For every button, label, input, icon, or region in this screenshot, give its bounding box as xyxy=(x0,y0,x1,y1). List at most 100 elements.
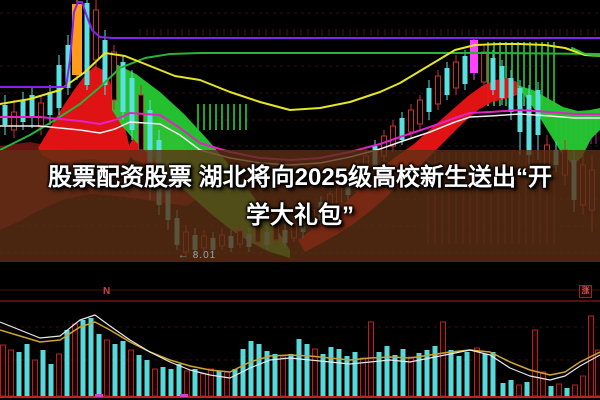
volume-bar xyxy=(16,352,22,396)
volume-bar xyxy=(580,375,586,397)
candle xyxy=(417,99,423,125)
volume-bar xyxy=(120,341,126,396)
volume-bar xyxy=(264,351,270,396)
candle xyxy=(29,95,35,118)
volume-bar xyxy=(572,384,578,397)
ma-line-vol-white xyxy=(0,314,600,381)
volume-bar xyxy=(548,386,554,396)
volume-bar xyxy=(288,354,294,396)
volume-bar xyxy=(24,344,30,396)
volume-bar xyxy=(516,384,522,397)
headline-overlay: 股票配资股票 湖北将向2025级高校新生送出“开 学大礼包” xyxy=(0,159,600,235)
headline-shade-band xyxy=(0,150,600,262)
candle xyxy=(20,100,26,122)
volume-bar xyxy=(474,347,480,397)
candle xyxy=(470,40,478,73)
volume-bar xyxy=(64,330,70,396)
ma-line-purple xyxy=(0,1,600,88)
volume-bar xyxy=(440,321,446,397)
candle xyxy=(38,102,44,128)
volume-bar xyxy=(8,349,14,397)
volume-bar xyxy=(416,353,422,396)
baseline-tick xyxy=(95,394,103,397)
volume-bar xyxy=(456,356,462,396)
volume-bar xyxy=(200,373,206,397)
candle xyxy=(399,118,405,140)
volume-bar xyxy=(368,321,374,397)
volume-bar xyxy=(328,347,334,396)
candle xyxy=(84,3,90,85)
volume-bar xyxy=(192,369,198,396)
candle xyxy=(72,4,82,75)
volume-bar xyxy=(312,348,318,397)
candle xyxy=(120,62,126,112)
volume-bar xyxy=(320,354,326,396)
volume-bar xyxy=(500,383,506,396)
volume-bar xyxy=(88,318,94,396)
volume-bar xyxy=(152,368,158,397)
volume-bar xyxy=(0,344,6,397)
volume-bar xyxy=(352,352,358,396)
candle xyxy=(490,58,496,90)
ma-line-yellow-tail-green xyxy=(571,47,600,57)
volume-bar xyxy=(508,380,514,396)
volume-bar xyxy=(48,364,54,396)
candle xyxy=(453,61,459,89)
candle xyxy=(499,66,505,98)
volume-bar xyxy=(376,352,382,396)
volume-bar xyxy=(32,359,38,397)
volume-bar xyxy=(96,334,102,396)
volume-bar xyxy=(490,352,496,396)
volume-bar xyxy=(136,355,142,396)
volume-bar xyxy=(384,346,390,396)
volume-bar xyxy=(336,349,342,396)
volume-bar xyxy=(524,382,530,396)
candle xyxy=(435,75,441,105)
price-low-label: ← 8.01 xyxy=(178,250,217,261)
candle xyxy=(535,90,541,135)
volume-bar xyxy=(408,356,414,397)
candle xyxy=(2,105,8,125)
volume-bar xyxy=(482,354,488,396)
volume-bar xyxy=(208,368,214,397)
candle xyxy=(11,111,17,131)
volume-bar xyxy=(344,356,350,396)
headline-line2: 学大礼包” xyxy=(246,202,354,229)
volume-bar xyxy=(240,349,246,396)
volume-bar xyxy=(80,320,86,396)
news-marker-seal[interactable]: N xyxy=(103,286,111,297)
candle xyxy=(47,92,53,115)
volume-bar xyxy=(280,356,286,397)
volume-bar xyxy=(248,341,254,396)
volume-bar xyxy=(232,369,238,396)
volume-bar xyxy=(144,360,150,396)
ribbon-red-left xyxy=(38,66,131,166)
volume-bar xyxy=(40,350,46,396)
volume-bar xyxy=(296,339,302,396)
volume-bar xyxy=(256,344,262,396)
volume-bar xyxy=(104,339,110,397)
volume-bar xyxy=(216,371,222,396)
candle xyxy=(426,88,432,112)
volume-bar xyxy=(176,364,182,396)
volume-bar xyxy=(56,353,62,397)
ma-line-vol-yellow xyxy=(0,321,600,376)
volume-bar xyxy=(532,329,538,397)
baseline-tick xyxy=(180,394,188,397)
candle xyxy=(526,95,532,155)
volume-pane[interactable] xyxy=(0,268,600,400)
candle xyxy=(462,56,468,84)
candle xyxy=(444,68,450,95)
volume-bar xyxy=(448,350,454,396)
candle xyxy=(102,40,108,85)
volume-bar xyxy=(272,354,278,396)
ma-line-green xyxy=(0,52,600,151)
volume-bar xyxy=(400,349,406,396)
volume-bar xyxy=(392,355,398,396)
volume-bar xyxy=(160,367,166,396)
rise-marker-seal[interactable]: 涨 xyxy=(579,285,592,298)
candle xyxy=(147,110,153,185)
candle xyxy=(508,78,514,112)
